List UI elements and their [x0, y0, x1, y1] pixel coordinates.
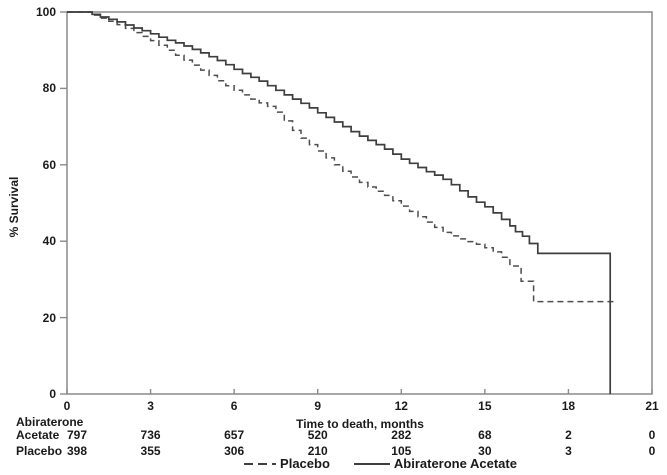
km-curve-placebo: [67, 11, 616, 303]
risk-count-placebo: 355: [140, 444, 161, 458]
risk-count-abiraterone: 797: [66, 428, 88, 442]
risk-row-label-placebo: Placebo: [16, 444, 63, 458]
risk-count-abiraterone: 282: [391, 428, 412, 442]
risk-row-label-abiraterone-line1: Abiraterone: [16, 415, 84, 429]
risk-count-placebo: 0: [648, 444, 656, 458]
x-tick-label: 18: [561, 399, 576, 413]
x-tick-label: 0: [63, 399, 71, 413]
risk-count-placebo: 210: [307, 444, 328, 458]
risk-count-abiraterone: 520: [307, 428, 328, 442]
risk-row-label-abiraterone-line2: Acetate: [16, 428, 60, 442]
y-tick-label: 100: [35, 5, 56, 19]
y-tick-label: 80: [42, 81, 56, 96]
y-tick-label: 40: [42, 234, 56, 249]
legend-label-placebo: Placebo: [280, 456, 330, 471]
legend-label-abiraterone: Abiraterone Acetate: [393, 456, 517, 471]
risk-count-abiraterone: 657: [224, 428, 245, 442]
risk-count-abiraterone: 2: [565, 428, 572, 442]
km-curve-abiraterone-acetate: [67, 11, 612, 394]
y-tick-label: 0: [49, 387, 56, 401]
risk-count-abiraterone: 736: [140, 428, 161, 442]
x-axis-label: Time to death, months: [296, 417, 424, 431]
x-tick-label: 6: [230, 399, 238, 413]
risk-count-placebo: 30: [478, 444, 492, 458]
legend: Placebo Abiraterone Acetate: [0, 456, 667, 471]
placebo-line-sample: [244, 462, 277, 465]
x-tick-label: 15: [478, 399, 492, 413]
risk-count-placebo: 105: [391, 444, 412, 458]
y-tick-label: 20: [42, 310, 56, 325]
y-tick-label: 60: [42, 157, 56, 172]
risk-count-placebo: 398: [66, 444, 88, 458]
x-tick-label: 3: [147, 399, 154, 413]
risk-count-placebo: 3: [565, 444, 572, 458]
abiraterone-line-sample: [353, 462, 390, 465]
x-tick-label: 9: [314, 399, 322, 413]
risk-count-abiraterone: 0: [648, 428, 656, 442]
risk-count-placebo: 306: [224, 444, 245, 458]
x-tick-label: 12: [394, 399, 408, 413]
plot-frame: [66, 11, 653, 395]
x-tick-label: 21: [645, 399, 659, 413]
risk-count-abiraterone: 68: [478, 428, 492, 442]
